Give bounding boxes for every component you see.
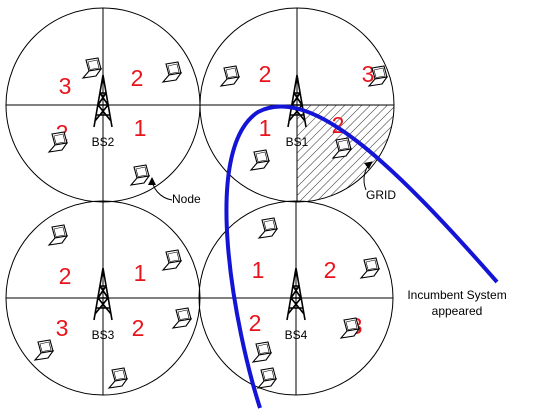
node-arrow	[148, 177, 173, 201]
laptop	[162, 249, 182, 271]
sector-number: 2	[132, 315, 145, 341]
grid-arrow	[363, 161, 373, 191]
sector-number: 2	[259, 61, 272, 87]
incumbent-label: Incumbent System	[407, 288, 506, 302]
bs-label: BS1	[286, 135, 309, 149]
sector-number: 2	[249, 310, 262, 336]
laptop	[250, 149, 270, 171]
bs-label: BS4	[285, 328, 308, 342]
sector-number: 2	[131, 65, 144, 91]
sector-number: 1	[252, 257, 265, 283]
laptop	[130, 164, 150, 186]
laptop	[220, 65, 240, 87]
laptop	[82, 57, 102, 79]
sector-number: 3	[59, 73, 72, 99]
sector-number: 2	[59, 263, 72, 289]
sector-number: 3	[56, 315, 69, 341]
incumbent-label: appeared	[432, 304, 483, 318]
laptop	[360, 257, 380, 279]
bs-label: BS3	[92, 328, 115, 342]
laptop	[252, 341, 272, 363]
laptop	[258, 217, 278, 239]
laptop	[48, 224, 68, 246]
laptop	[108, 367, 128, 389]
sector-number: 1	[134, 260, 147, 286]
sector-number: 1	[134, 115, 147, 141]
grid-label: GRID	[366, 188, 396, 202]
laptop	[48, 131, 68, 153]
incumbent-curve	[224, 104, 499, 409]
sector-number: 2	[324, 257, 337, 283]
laptop	[257, 367, 277, 389]
laptop	[162, 61, 182, 83]
node-label: Node	[172, 192, 201, 206]
bs-label: BS2	[92, 135, 115, 149]
sector-number: 1	[259, 115, 272, 141]
laptop	[172, 307, 192, 329]
sector-number: 3	[362, 61, 375, 87]
laptop	[34, 339, 54, 361]
cells: BS23221BS12312BS32132BS41223	[5, 7, 395, 396]
